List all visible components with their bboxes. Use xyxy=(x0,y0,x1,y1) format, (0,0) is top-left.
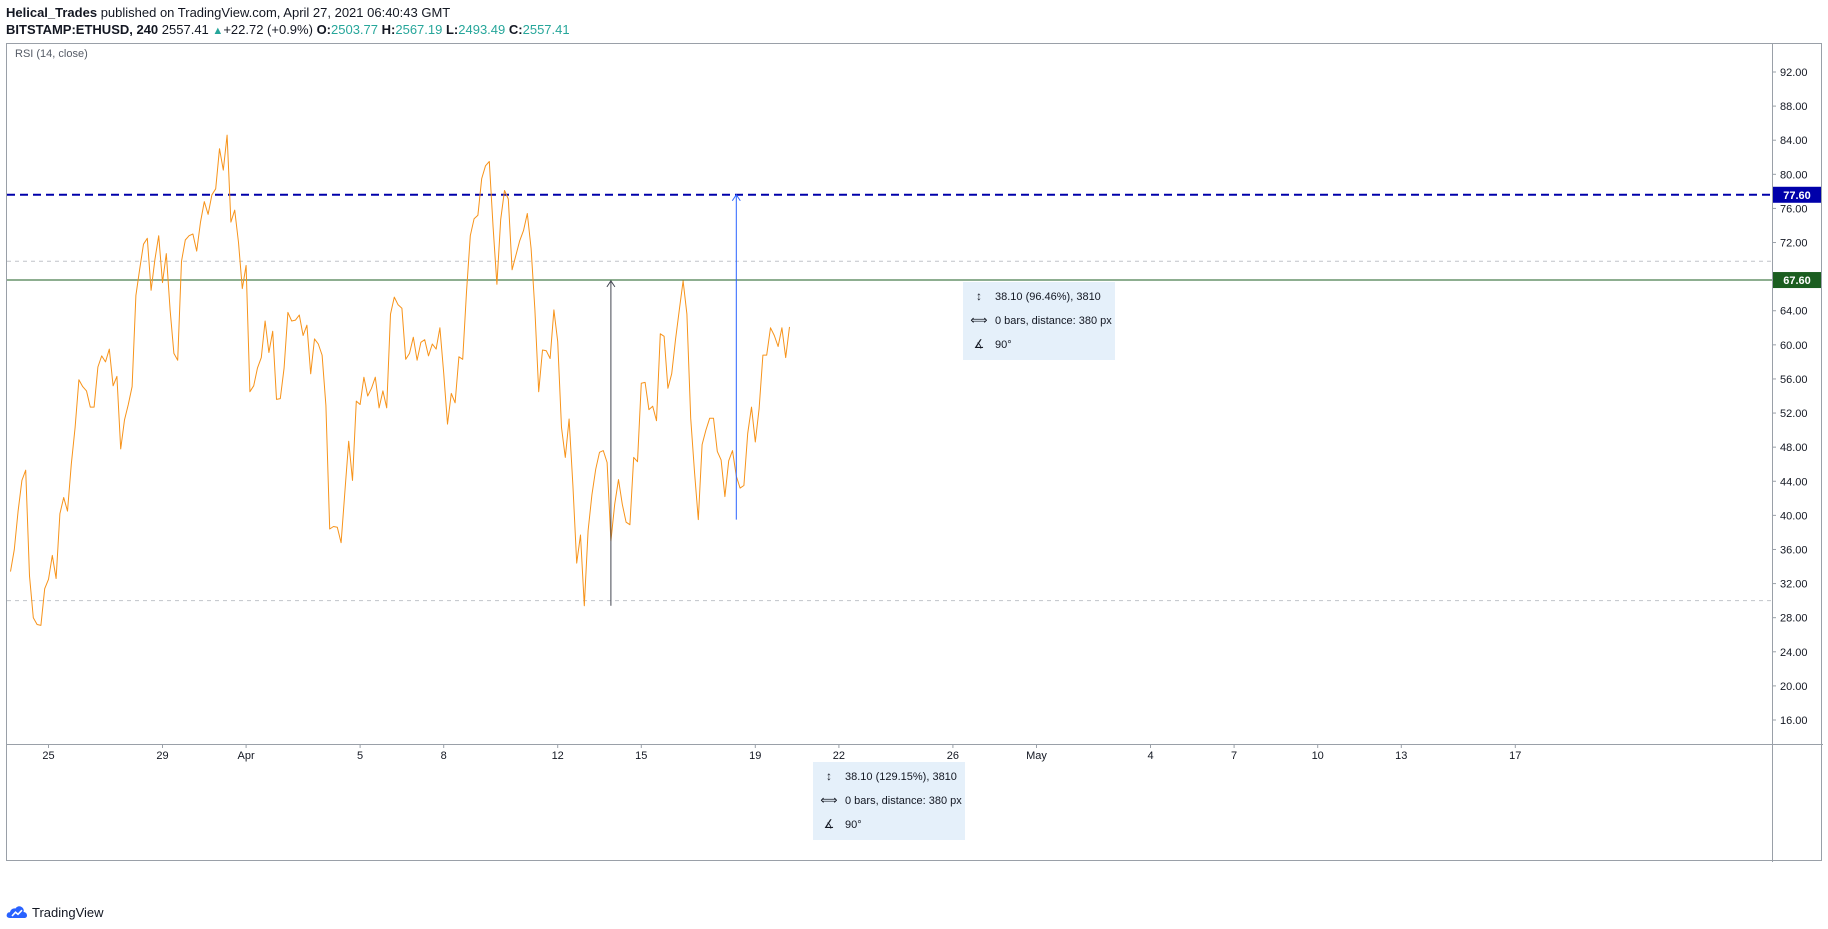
resistance-price-label: 77.60 xyxy=(1783,190,1811,202)
low-measure-info-row: 90° xyxy=(845,819,862,831)
price-change: +22.72 (+0.9%) xyxy=(223,22,313,37)
x-tick-label: 26 xyxy=(947,750,959,762)
x-tick-label: 19 xyxy=(749,750,761,762)
y-tick-label: 76.00 xyxy=(1780,203,1808,215)
x-tick-label: Apr xyxy=(238,750,255,762)
low-label: L: xyxy=(445,22,459,37)
bar-distance-icon: ⟺ xyxy=(820,793,837,807)
tradingview-cloud-icon xyxy=(6,906,27,918)
price-range-icon: ↕ xyxy=(826,769,832,783)
x-tick-label: 4 xyxy=(1147,750,1153,762)
y-tick-label: 48.00 xyxy=(1780,442,1808,454)
rsi-line[interactable] xyxy=(10,134,790,626)
close-label: C: xyxy=(508,22,523,37)
footer-branding: TradingView xyxy=(6,900,104,924)
high-measure-info-row: 0 bars, distance: 380 px xyxy=(995,315,1112,327)
rsi-chart-panel[interactable]: RSI (14, close) 92.00 88.00 84.00 80.00 76.00… xyxy=(6,43,1823,862)
x-tick-label: 8 xyxy=(441,750,447,762)
publish-text: published on TradingView.com, April 27, … xyxy=(100,5,451,20)
symbol-name[interactable]: BITSTAMP:ETHUSD, 240 xyxy=(6,22,159,37)
high-measure-info-row: 90° xyxy=(995,339,1012,351)
y-tick-label: 28.00 xyxy=(1780,613,1808,625)
y-tick-label: 84.00 xyxy=(1780,135,1808,147)
indicator-title: RSI (14, close) xyxy=(15,48,88,60)
support-price-label: 67.60 xyxy=(1783,275,1811,287)
low-measure-info-box[interactable] xyxy=(813,762,965,840)
x-tick-label: 12 xyxy=(552,750,564,762)
low-measure-info-row: 38.10 (129.15%), 3810 xyxy=(845,771,957,783)
symbol-info: BITSTAMP:ETHUSD, 240 2557.41 ▲+22.72 (+0… xyxy=(6,21,1806,38)
y-tick-label: 64.00 xyxy=(1780,306,1808,318)
x-tick-label: May xyxy=(1026,750,1047,762)
chart-header: Helical_Trades published on TradingView.… xyxy=(6,4,1806,38)
y-tick-label: 52.00 xyxy=(1780,408,1808,420)
angle-icon: ∡ xyxy=(824,817,835,831)
support-price-label-bg xyxy=(1773,272,1821,289)
x-tick-label: 7 xyxy=(1231,750,1237,762)
y-tick-label: 80.00 xyxy=(1780,169,1808,181)
x-tick-label: 22 xyxy=(833,750,845,762)
y-tick-label: 16.00 xyxy=(1780,715,1808,727)
tradingview-brand[interactable]: TradingView xyxy=(32,904,104,920)
y-tick-label: 24.00 xyxy=(1780,647,1808,659)
y-tick-label: 40.00 xyxy=(1780,510,1808,522)
open-label: O: xyxy=(316,22,332,37)
low-measure-info-row: 0 bars, distance: 380 px xyxy=(845,795,962,807)
x-tick-label: 17 xyxy=(1509,750,1521,762)
y-tick-label: 72.00 xyxy=(1780,238,1808,250)
high-measure-info-box[interactable] xyxy=(963,282,1115,360)
x-tick-label: 5 xyxy=(357,750,363,762)
y-tick-label: 60.00 xyxy=(1780,340,1808,352)
resistance-price-label-bg xyxy=(1773,186,1821,203)
high-value: 2567.19 xyxy=(395,22,443,37)
low-value: 2493.49 xyxy=(458,22,506,37)
y-tick-label: 36.00 xyxy=(1780,544,1808,556)
y-tick-label: 44.00 xyxy=(1780,476,1808,488)
y-tick-label: 56.00 xyxy=(1780,374,1808,386)
x-tick-label: 29 xyxy=(156,750,168,762)
y-tick-label: 88.00 xyxy=(1780,101,1808,113)
open-value: 2503.77 xyxy=(331,22,379,37)
high-measure-arrowhead-icon xyxy=(731,193,741,202)
publish-info: Helical_Trades published on TradingView.… xyxy=(6,4,1806,21)
y-tick-label: 20.00 xyxy=(1780,681,1808,693)
high-measure-info-row: 38.10 (96.46%), 3810 xyxy=(995,291,1101,303)
low-measure-arrowhead-icon xyxy=(606,279,616,288)
bar-distance-icon: ⟺ xyxy=(970,313,987,327)
x-tick-label: 13 xyxy=(1395,750,1407,762)
rsi-chart[interactable]: RSI (14, close) 92.00 88.00 84.00 80.00 76.00… xyxy=(7,44,1823,862)
price-range-icon: ↕ xyxy=(976,289,982,303)
last-price: 2557.41 xyxy=(161,22,209,37)
x-tick-label: 10 xyxy=(1312,750,1324,762)
x-tick-label: 25 xyxy=(42,750,54,762)
x-tick-label: 15 xyxy=(635,750,647,762)
high-label: H: xyxy=(381,22,396,37)
y-tick-label: 32.00 xyxy=(1780,579,1808,591)
author-name[interactable]: Helical_Trades xyxy=(6,5,98,20)
angle-icon: ∡ xyxy=(974,337,985,351)
close-value: 2557.41 xyxy=(522,22,570,37)
up-arrow-icon: ▲ xyxy=(212,25,224,37)
y-tick-label: 92.00 xyxy=(1780,67,1808,79)
